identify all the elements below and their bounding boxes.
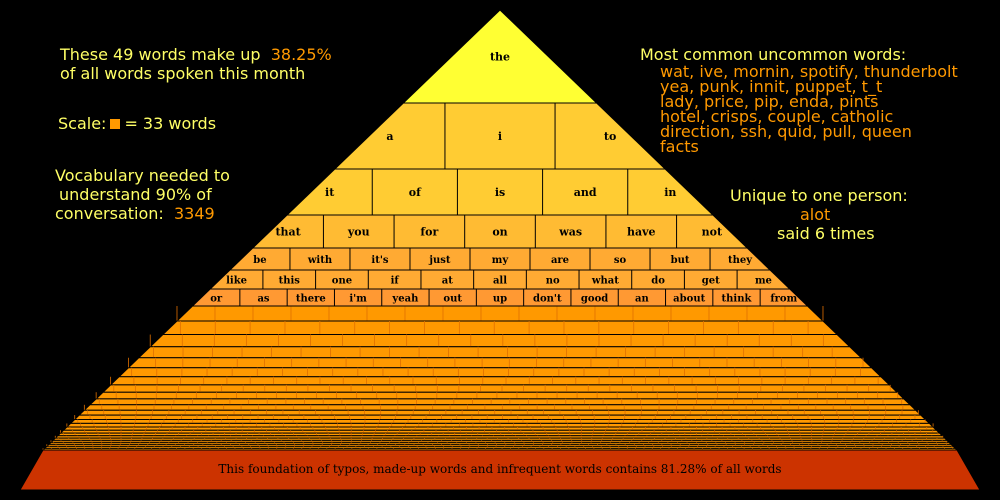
summary-percent: 38.25% — [270, 45, 332, 64]
brick-row — [175, 305, 825, 322]
common-uncommon-line: lady, price, pip, enda, pints — [660, 92, 879, 111]
common-uncommon-line: yea, punk, innit, puppet, t_t — [660, 77, 883, 96]
foundation-block — [19, 449, 981, 491]
unique-word: alot — [800, 205, 831, 224]
word-label: an — [635, 294, 649, 305]
word-label: get — [702, 276, 720, 287]
word-label: of — [409, 186, 422, 199]
vocabulary-annotation: Vocabulary needed to understand 90% of c… — [55, 166, 230, 223]
brick-row — [83, 404, 917, 411]
unique-title: Unique to one person: — [730, 186, 908, 205]
vocabulary-line3: conversation: — [55, 204, 164, 223]
word-label: from — [770, 294, 797, 305]
word-label: do — [651, 276, 665, 287]
brick-row — [69, 418, 931, 424]
word-label: with — [307, 255, 333, 266]
word-label: at — [442, 276, 453, 287]
brick-row — [109, 376, 891, 386]
word-label: good — [581, 294, 608, 305]
brick-row — [127, 357, 873, 369]
word-label: think — [722, 294, 753, 305]
brick-row — [101, 384, 899, 393]
word-label: not — [702, 226, 723, 239]
brick-row — [117, 367, 883, 378]
word-label: all — [493, 276, 507, 287]
vocabulary-line2: understand 90% of — [59, 185, 212, 204]
word-label: my — [492, 255, 510, 266]
word-label: it — [325, 186, 335, 199]
word-label: you — [347, 226, 370, 239]
foundation-text: This foundation of typos, made-up words … — [218, 462, 781, 476]
scale-annotation: Scale: = 33 words — [58, 114, 216, 133]
word-label: in — [664, 186, 676, 199]
word-label: just — [428, 255, 451, 266]
word-label: or — [210, 294, 223, 305]
common-uncommon-line: facts — [660, 137, 699, 156]
brick-row — [148, 334, 852, 348]
word-label: but — [671, 255, 690, 266]
scale-label: Scale: — [58, 114, 107, 133]
word-label: that — [275, 226, 301, 239]
word-label: no — [546, 276, 560, 287]
pyramid-body-bricks — [41, 305, 959, 451]
word-label: have — [627, 226, 656, 239]
word-label: i'm — [349, 294, 367, 305]
word-label: this — [279, 276, 301, 287]
brick-row — [78, 409, 922, 416]
word-label: is — [495, 186, 505, 199]
brick-row — [94, 391, 906, 400]
summary-line1: These 49 words make up — [60, 45, 261, 64]
word-label: about — [673, 294, 705, 305]
pyramid-row-7 — [191, 288, 809, 307]
word-label: up — [493, 294, 507, 305]
brick-row — [88, 398, 912, 406]
word-label: the — [490, 51, 510, 64]
word-label: was — [558, 226, 582, 239]
word-label: on — [492, 226, 507, 239]
brick-row — [161, 320, 839, 336]
common-uncommon-list: wat, ive, mornin, spotify, thunderbolt y… — [660, 62, 958, 156]
word-label: if — [391, 276, 400, 287]
summary-annotation: These 49 words make up 38.25% of all wor… — [60, 45, 332, 83]
word-label: there — [296, 294, 326, 305]
word-label: i — [498, 130, 502, 143]
brick-row — [137, 346, 863, 359]
unique-count: said 6 times — [777, 224, 875, 243]
word-label: for — [420, 226, 438, 239]
word-label: as — [257, 294, 269, 305]
word-label: to — [604, 130, 616, 143]
scale-equals: = 33 words — [124, 114, 217, 133]
brick-row — [73, 414, 927, 420]
unique-annotation: Unique to one person: alot said 6 times — [730, 186, 930, 243]
summary-line2: of all words spoken this month — [60, 64, 306, 83]
word-label: what — [591, 276, 619, 287]
word-label: and — [574, 186, 597, 199]
word-label: out — [443, 294, 462, 305]
common-uncommon-annotation: Most common uncommon words: wat, ive, mo… — [640, 45, 958, 156]
word-label: me — [755, 276, 772, 287]
word-label: one — [332, 276, 352, 287]
word-label: don't — [533, 294, 562, 305]
common-uncommon-title: Most common uncommon words: — [640, 45, 907, 64]
common-uncommon-line: wat, ive, mornin, spotify, thunderbolt — [660, 62, 958, 81]
word-label: are — [551, 255, 569, 266]
scale-square-icon — [110, 119, 121, 129]
word-label: it's — [371, 255, 388, 266]
vocabulary-line1: Vocabulary needed to — [55, 166, 230, 185]
common-uncommon-line: direction, ssh, quid, pull, queen — [660, 122, 912, 141]
word-label: be — [253, 255, 266, 266]
common-uncommon-line: hotel, crisps, couple, catholic — [660, 107, 894, 126]
word-label: they — [728, 255, 753, 266]
word-label: a — [386, 130, 393, 143]
vocabulary-value: 3349 — [173, 204, 215, 223]
word-label: so — [614, 255, 627, 266]
word-label: yeah — [391, 294, 419, 305]
word-label: like — [226, 276, 247, 287]
